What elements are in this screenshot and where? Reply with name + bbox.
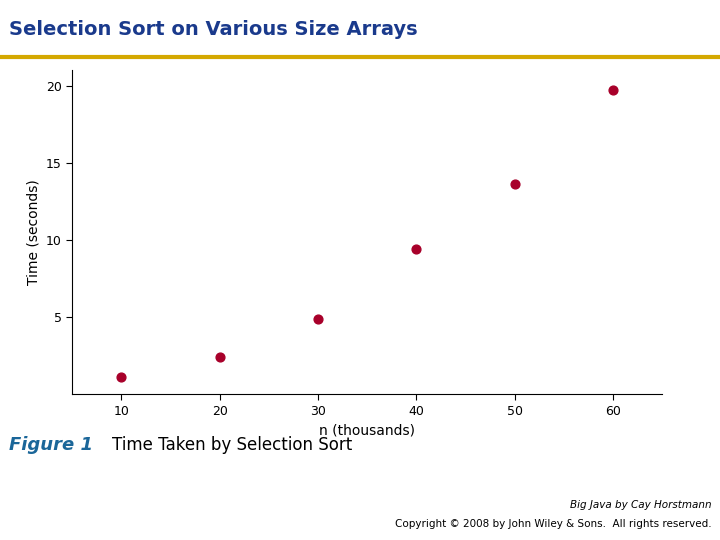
X-axis label: n (thousands): n (thousands) bbox=[319, 423, 415, 437]
Text: Selection Sort on Various Size Arrays: Selection Sort on Various Size Arrays bbox=[9, 20, 418, 39]
Y-axis label: Time (seconds): Time (seconds) bbox=[26, 179, 40, 285]
Text: Big Java by Cay Horstmann: Big Java by Cay Horstmann bbox=[570, 500, 711, 510]
Text: Figure 1: Figure 1 bbox=[9, 436, 93, 455]
Point bbox=[509, 180, 521, 188]
Text: Time Taken by Selection Sort: Time Taken by Selection Sort bbox=[112, 436, 352, 455]
Point bbox=[214, 353, 225, 361]
Point bbox=[608, 86, 619, 94]
Text: Copyright © 2008 by John Wiley & Sons.  All rights reserved.: Copyright © 2008 by John Wiley & Sons. A… bbox=[395, 519, 711, 529]
Point bbox=[115, 373, 127, 382]
Point bbox=[312, 314, 324, 323]
Point bbox=[410, 245, 422, 253]
